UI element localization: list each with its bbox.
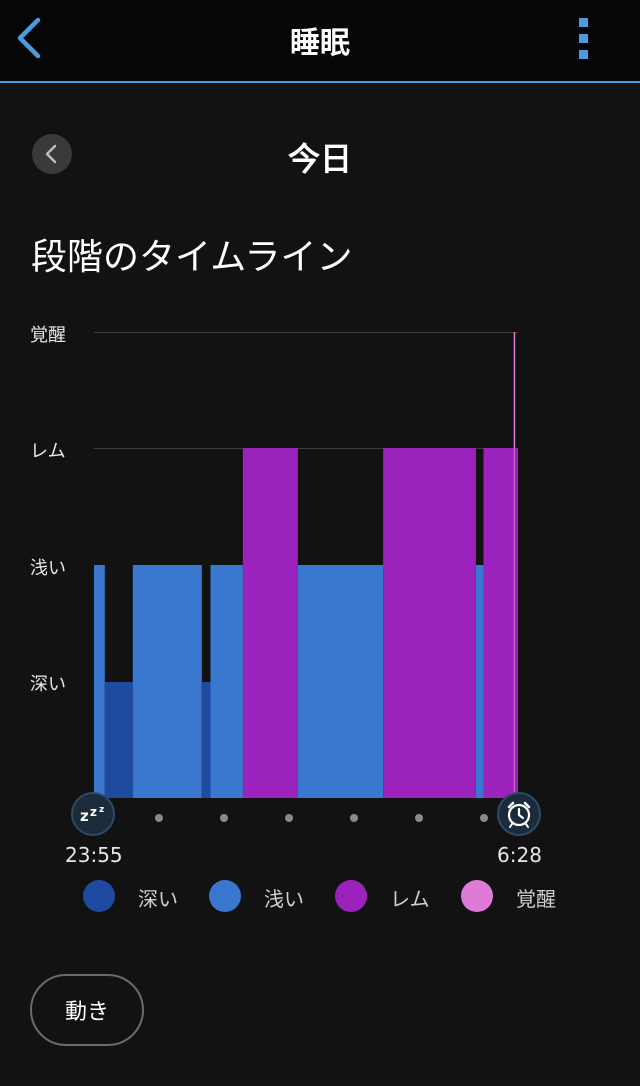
- previous-day-button[interactable]: [32, 134, 72, 174]
- stage-segment-4: [210, 565, 243, 798]
- page-title: 睡眠: [290, 26, 350, 61]
- chevron-left-icon: [17, 17, 41, 59]
- svg-text:z: z: [80, 807, 89, 825]
- stage-segment-1: [104, 682, 133, 798]
- section-title: 段階のタイムライン: [31, 237, 353, 278]
- legend-label-rem: レム: [390, 887, 430, 911]
- app-header: 睡眠: [0, 0, 640, 83]
- y-tick-label-awake: 覚醒: [30, 325, 66, 346]
- start-time-label: 23:55: [65, 843, 123, 867]
- movement-button[interactable]: 動き: [30, 974, 144, 1046]
- timeline-dot: [480, 814, 488, 822]
- more-vertical-icon: [579, 18, 588, 27]
- stage-segment-7: [383, 448, 476, 798]
- timeline-dot: [350, 814, 358, 822]
- legend-swatch-light: [209, 880, 241, 912]
- stage-segment-8: [475, 565, 484, 798]
- y-tick-label-deep: 深い: [30, 674, 66, 695]
- y-tick-label-light: 浅い: [30, 558, 66, 579]
- stage-segment-3: [201, 682, 211, 798]
- timeline-dot: [285, 814, 293, 822]
- sleep-start-icon: z z z: [71, 792, 115, 836]
- gridline-rem: [94, 448, 518, 449]
- legend-label-light: 浅い: [264, 887, 304, 911]
- legend-label-awake: 覚醒: [516, 887, 556, 911]
- svg-text:z: z: [90, 805, 97, 819]
- gridline-awake: [94, 332, 518, 333]
- end-time-label: 6:28: [497, 843, 542, 867]
- chevron-left-icon: [45, 144, 57, 164]
- legend-swatch-awake: [461, 880, 493, 912]
- timeline-dot: [415, 814, 423, 822]
- back-button[interactable]: [12, 14, 52, 62]
- stage-segment-10: [513, 332, 516, 798]
- legend-swatch-deep: [83, 880, 115, 912]
- date-label: 今日: [287, 140, 352, 178]
- timeline-dot: [220, 814, 228, 822]
- legend-label-deep: 深い: [138, 887, 178, 911]
- stage-segment-9: [483, 448, 514, 798]
- legend-swatch-rem: [335, 880, 367, 912]
- stage-segment-11: [514, 448, 518, 798]
- stage-segment-6: [297, 565, 384, 798]
- y-tick-label-rem: レム: [30, 441, 66, 462]
- svg-text:z: z: [99, 805, 104, 815]
- timeline-dot: [155, 814, 163, 822]
- alarm-clock-icon: [497, 792, 541, 836]
- more-menu-button[interactable]: [568, 14, 600, 62]
- sleep-stage-chart: [94, 332, 518, 798]
- stage-segment-2: [132, 565, 202, 798]
- stage-segment-0: [94, 565, 105, 798]
- stage-segment-5: [242, 448, 298, 798]
